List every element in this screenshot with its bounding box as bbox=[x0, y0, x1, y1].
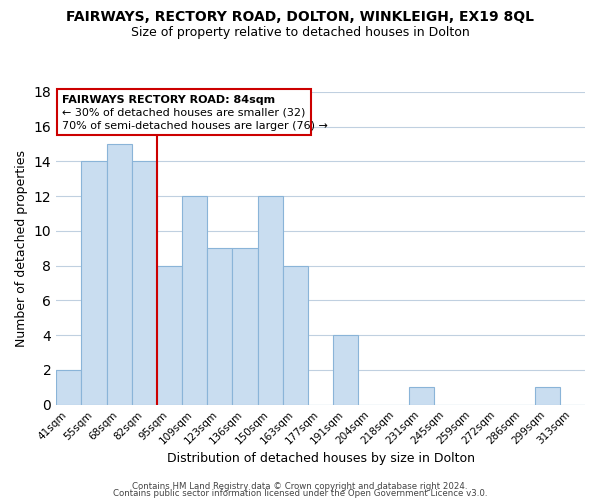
Bar bbox=[232, 248, 257, 404]
Text: Contains HM Land Registry data © Crown copyright and database right 2024.: Contains HM Land Registry data © Crown c… bbox=[132, 482, 468, 491]
Bar bbox=[257, 196, 283, 404]
Bar bbox=[107, 144, 132, 405]
Bar bbox=[283, 266, 308, 404]
Bar bbox=[535, 388, 560, 404]
Text: Size of property relative to detached houses in Dolton: Size of property relative to detached ho… bbox=[131, 26, 469, 39]
FancyBboxPatch shape bbox=[58, 88, 311, 136]
Bar bbox=[157, 266, 182, 404]
Text: FAIRWAYS, RECTORY ROAD, DOLTON, WINKLEIGH, EX19 8QL: FAIRWAYS, RECTORY ROAD, DOLTON, WINKLEIG… bbox=[66, 10, 534, 24]
X-axis label: Distribution of detached houses by size in Dolton: Distribution of detached houses by size … bbox=[167, 452, 475, 465]
Bar bbox=[207, 248, 232, 404]
Text: ← 30% of detached houses are smaller (32): ← 30% of detached houses are smaller (32… bbox=[62, 108, 306, 118]
Bar bbox=[409, 388, 434, 404]
Bar bbox=[56, 370, 82, 404]
Bar bbox=[333, 335, 358, 404]
Text: 70% of semi-detached houses are larger (76) →: 70% of semi-detached houses are larger (… bbox=[62, 120, 328, 130]
Text: Contains public sector information licensed under the Open Government Licence v3: Contains public sector information licen… bbox=[113, 489, 487, 498]
Y-axis label: Number of detached properties: Number of detached properties bbox=[15, 150, 28, 347]
Text: FAIRWAYS RECTORY ROAD: 84sqm: FAIRWAYS RECTORY ROAD: 84sqm bbox=[62, 94, 275, 104]
Bar bbox=[132, 162, 157, 404]
Bar bbox=[182, 196, 207, 404]
Bar bbox=[82, 162, 107, 404]
